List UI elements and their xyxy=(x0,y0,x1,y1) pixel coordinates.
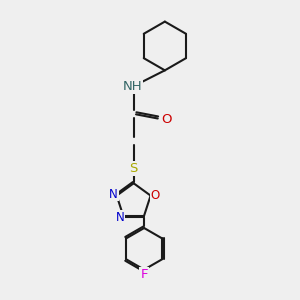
Text: N: N xyxy=(109,188,118,201)
Text: S: S xyxy=(130,162,138,175)
Text: N: N xyxy=(116,211,124,224)
Text: O: O xyxy=(161,113,172,126)
Text: F: F xyxy=(140,268,148,281)
Text: O: O xyxy=(151,189,160,202)
Text: NH: NH xyxy=(123,80,142,94)
